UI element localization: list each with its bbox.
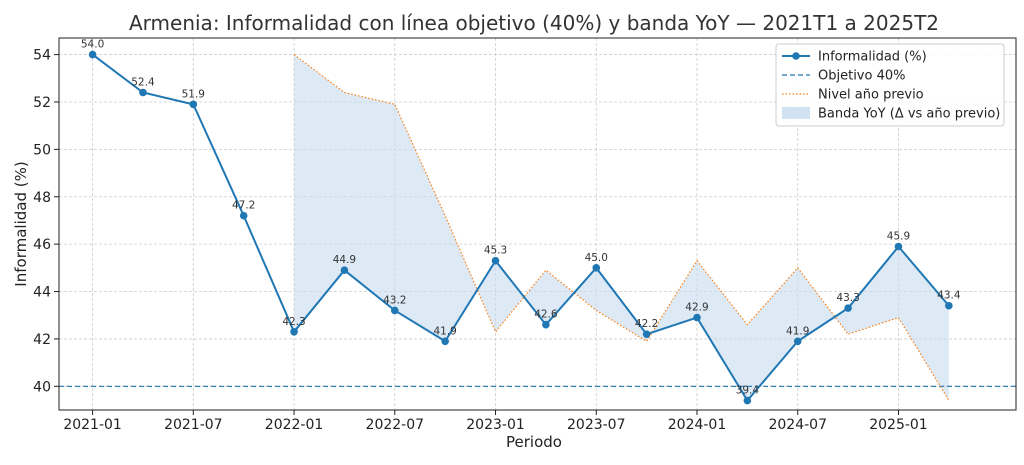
legend-box [775, 43, 1005, 127]
plot-frame [58, 37, 1017, 411]
data-label: 39.4 [736, 385, 760, 397]
y-axis-label: Informalidad (%) [12, 161, 30, 286]
informality-line [91, 53, 950, 403]
data-point [290, 328, 298, 336]
data-point [592, 264, 601, 272]
data-point [894, 242, 903, 251]
y-tick-label: 44 [33, 285, 51, 301]
data-label: 45.0 [585, 252, 608, 264]
y-tick-label: 50 [33, 142, 51, 158]
yoy-band [294, 54, 949, 401]
y-tick-label: 46 [33, 237, 51, 253]
x-tick-label: 2024-01 [668, 417, 727, 433]
x-tick-label: 2021-01 [63, 417, 122, 433]
data-point [189, 100, 198, 109]
x-tick-label: 2021-07 [164, 417, 223, 433]
x-tick-label: 2024-07 [768, 417, 827, 433]
data-point [491, 256, 500, 265]
data-point [88, 50, 97, 59]
x-tick-label: 2025-01 [869, 417, 928, 433]
data-label: 44.9 [333, 254, 356, 266]
x-tick-label: 2022-07 [366, 417, 425, 433]
data-point [844, 304, 852, 312]
x-tick-label: 2022-01 [265, 417, 324, 433]
data-point [693, 313, 701, 322]
data-labels: 54.0 52.4 51.9 47.2 42.3 44.9 43.2 41.9 45.3 42.6… [81, 39, 961, 397]
legend-label: Banda YoY (Δ vs año previo) [818, 107, 1000, 122]
data-point [743, 396, 752, 405]
legend-swatch-band [782, 107, 810, 119]
data-label: 54.0 [81, 39, 104, 51]
legend-label: Nivel año previo [818, 88, 924, 103]
data-label: 42.3 [282, 316, 305, 328]
data-point [642, 330, 651, 338]
data-label: 41.9 [433, 325, 456, 337]
legend-marker-informality [792, 52, 800, 60]
data-point [945, 301, 953, 310]
data-point [542, 320, 550, 329]
data-point [139, 88, 147, 97]
data-label: 45.9 [887, 231, 910, 243]
data-point [793, 337, 802, 346]
data-label: 42.6 [534, 309, 558, 321]
data-point [340, 266, 349, 275]
ticks: 2021-01 2021-07 2022-01 2022-07 2023-01 2023-… [33, 48, 928, 433]
data-label: 47.2 [232, 200, 255, 212]
y-tick-label: 42 [33, 332, 51, 348]
data-label: 41.9 [786, 325, 809, 337]
data-point [441, 337, 449, 346]
yoy-band-area [294, 54, 949, 401]
y-tick-label: 40 [33, 379, 51, 395]
legend: Informalidad (%) Objetivo 40% Nivel año pr… [775, 43, 1005, 127]
y-tick-label: 48 [33, 190, 51, 206]
x-tick-label: 2023-07 [567, 417, 626, 433]
y-tick-label: 54 [33, 48, 51, 64]
legend-label: Informalidad (%) [818, 50, 927, 65]
x-axis-label: Periodo [506, 433, 562, 451]
data-label: 43.3 [836, 292, 859, 304]
x-tick-label: 2023-01 [466, 417, 525, 433]
series [59, 50, 1016, 405]
data-label: 52.4 [131, 76, 155, 88]
data-point [390, 306, 399, 315]
data-label: 42.2 [635, 318, 658, 330]
data-label: 43.2 [383, 294, 406, 306]
data-label: 45.3 [484, 245, 507, 257]
data-label: 43.4 [937, 290, 961, 302]
legend-label: Objetivo 40% [818, 69, 905, 84]
y-tick-label: 52 [33, 95, 51, 111]
data-label: 51.9 [182, 88, 205, 100]
data-point [239, 211, 248, 220]
chart-title: Armenia: Informalidad con línea objetivo… [129, 11, 939, 35]
data-label: 42.9 [685, 302, 708, 314]
